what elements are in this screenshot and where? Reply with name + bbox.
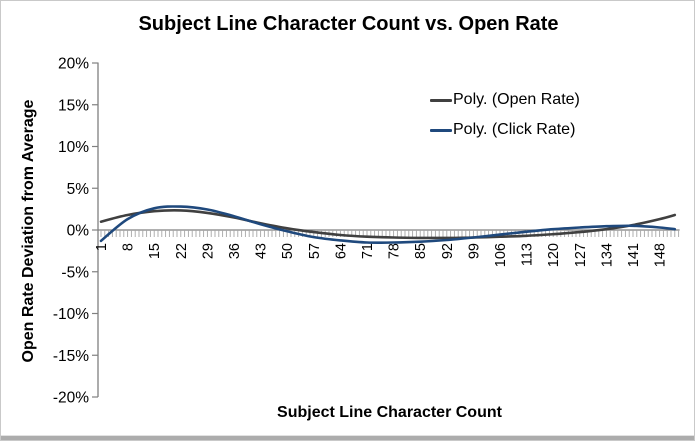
x-tick-label: 106 xyxy=(493,243,509,267)
x-tick-label: 141 xyxy=(626,243,642,267)
legend-item-click-rate: Poly. (Click Rate) xyxy=(430,117,580,143)
legend-item-open-rate: Poly. (Open Rate) xyxy=(430,87,580,113)
y-tick-label: -15% xyxy=(53,348,89,365)
legend-label-open-rate: Poly. (Open Rate) xyxy=(453,91,580,108)
x-tick-label: 92 xyxy=(440,243,456,259)
x-axis-title: Subject Line Character Count xyxy=(277,404,502,421)
x-tick-label: 64 xyxy=(333,243,349,259)
x-tick-label: 8 xyxy=(121,243,137,251)
click-rate-line-swatch xyxy=(430,128,452,132)
x-tick-label: 50 xyxy=(280,243,296,259)
legend-label-click-rate: Poly. (Click Rate) xyxy=(453,121,576,138)
y-tick-label: -5% xyxy=(61,264,89,281)
y-tick-label: -20% xyxy=(53,390,89,407)
x-tick-label: 134 xyxy=(599,243,615,267)
open-rate-curve xyxy=(99,208,677,240)
chart-title: Subject Line Character Count vs. Open Ra… xyxy=(138,13,559,35)
window-edge-strip xyxy=(1,435,694,440)
click-rate-curve xyxy=(99,205,677,245)
y-tick-label: 0% xyxy=(67,223,90,240)
x-tick-label: 15 xyxy=(147,243,163,259)
x-tick-label: 78 xyxy=(387,243,403,259)
y-tick-label: -10% xyxy=(53,306,89,323)
x-tick-label: 1 xyxy=(94,243,110,251)
y-tick-label: 5% xyxy=(67,181,90,198)
x-tick-label: 148 xyxy=(653,243,669,267)
x-tick-label: 85 xyxy=(413,243,429,259)
x-tick-label: 120 xyxy=(546,243,562,267)
x-tick-label: 99 xyxy=(466,243,482,259)
y-tick-label: 10% xyxy=(58,139,89,156)
y-tick-label: 15% xyxy=(58,97,89,114)
x-tick-label: 22 xyxy=(174,243,190,259)
x-tick-label: 57 xyxy=(307,243,323,259)
legend: Poly. (Open Rate) Poly. (Click Rate) xyxy=(430,87,580,143)
y-tick-label: 20% xyxy=(58,56,89,73)
x-tick-label: 113 xyxy=(520,243,536,266)
x-tick-label: 36 xyxy=(227,243,243,259)
x-tick-label: 127 xyxy=(573,243,589,267)
open-rate-line-swatch xyxy=(430,98,452,102)
x-tick-label: 71 xyxy=(360,243,376,259)
x-tick-label: 29 xyxy=(200,243,216,259)
x-tick-label: 43 xyxy=(254,243,270,259)
